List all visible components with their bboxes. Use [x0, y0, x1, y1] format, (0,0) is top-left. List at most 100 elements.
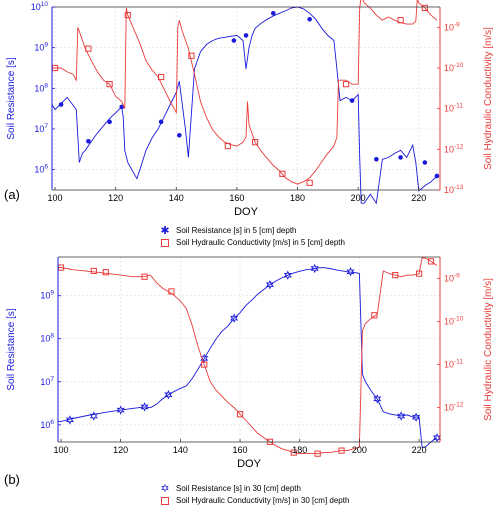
- left-y-tick-label: 106: [40, 419, 54, 430]
- legend-entry-resistance-30cm: ✡ Soil Resistance [s] in 30 [cm] depth: [160, 483, 349, 495]
- x-tick-label: 220: [411, 193, 426, 203]
- left-y-tick-label: 107: [40, 376, 54, 387]
- right-y-tick-label: 10-9: [444, 21, 460, 32]
- data-point-marker: [270, 10, 276, 16]
- data-point-marker: [65, 415, 75, 425]
- data-point-marker: [427, 258, 435, 265]
- data-point-marker: [306, 179, 313, 186]
- data-point-marker: [188, 52, 195, 59]
- data-point-marker: [310, 263, 319, 274]
- left-y-tick-label: 108: [40, 333, 54, 344]
- panel-b-label: (b): [4, 472, 20, 487]
- data-point-marker: [434, 173, 440, 179]
- left-y-tick-label: 107: [34, 123, 48, 134]
- data-point-marker: [85, 45, 92, 52]
- legend-entry-conductivity-30cm: Soil Hydraulic Conductivity [m/s] in 30 …: [160, 495, 349, 507]
- left-y-axis-label: Soil Resistance [s]: [6, 308, 17, 390]
- x-tick-label: 140: [169, 193, 184, 203]
- left-y-axis-label: Soil Resistance [s]: [6, 57, 17, 139]
- data-point-marker: [412, 412, 421, 422]
- x-tick-label: 120: [108, 193, 123, 203]
- legend-entry-conductivity-5cm: Soil Hydraulic Conductivity [m/s] in 5 […: [160, 237, 345, 249]
- legend-entry-resistance-5cm: ✱ Soil Resistance [s] in 5 [cm] depth: [160, 225, 345, 237]
- data-point-marker: [158, 119, 164, 125]
- data-point-marker: [349, 98, 355, 103]
- data-point-marker: [397, 17, 404, 24]
- series-line-resistance: [51, 6, 438, 205]
- left-y-tick-label: 1010: [31, 1, 49, 12]
- data-point-marker: [177, 132, 182, 138]
- data-point-marker: [283, 270, 292, 280]
- x-tick-label: 100: [48, 193, 63, 203]
- data-point-marker: [373, 394, 382, 404]
- data-point-marker: [107, 119, 112, 125]
- data-point-marker: [290, 449, 297, 456]
- x-tick-label: 100: [53, 445, 68, 455]
- data-point-marker: [106, 81, 113, 88]
- data-point-marker: [89, 411, 98, 421]
- left-y-tick-label: 106: [34, 164, 48, 175]
- square-marker-icon: [160, 496, 170, 506]
- x-axis-label: DOY: [237, 458, 262, 470]
- data-point-marker: [141, 273, 148, 280]
- right-y-tick-label: 10-12: [444, 402, 464, 413]
- right-y-tick-label: 10-10: [444, 62, 464, 73]
- data-point-marker: [58, 102, 64, 107]
- legend-label: Soil Resistance [s] in 30 [cm] depth: [176, 484, 301, 493]
- right-y-tick-label: 10-11: [444, 103, 463, 114]
- right-y-tick-label: 10-11: [444, 359, 463, 370]
- data-point-marker: [102, 269, 109, 276]
- x-tick-label: 220: [412, 445, 427, 455]
- data-point-marker: [243, 33, 249, 38]
- data-point-marker: [279, 170, 286, 177]
- panel-a-label: (a): [4, 187, 20, 202]
- data-point-marker: [342, 81, 350, 88]
- data-point-marker: [421, 4, 428, 12]
- legend-label: Soil Hydraulic Conductivity [m/s] in 30 …: [176, 496, 350, 505]
- data-point-marker: [86, 138, 91, 144]
- x-tick-label: 160: [229, 193, 244, 203]
- data-point-marker: [392, 272, 399, 279]
- left-y-tick-label: 109: [34, 42, 48, 53]
- data-point-marker: [236, 411, 244, 418]
- data-point-marker: [158, 73, 165, 81]
- data-point-marker: [398, 155, 403, 160]
- x-tick-label: 120: [113, 445, 128, 455]
- data-point-marker: [90, 267, 97, 275]
- panel-a-plot: 100 120 140 160 180 200 220 106 107 108 109 1010 10-…: [6, 0, 494, 218]
- x-tick-label: 160: [233, 445, 248, 455]
- right-y-axis-label: Soil Hydraulic Conductivity [m/s]: [483, 27, 494, 170]
- plot-area: [58, 257, 440, 442]
- data-point-marker: [164, 389, 173, 400]
- right-y-axis-label: Soil Hydraulic Conductivity [m/s]: [483, 278, 494, 421]
- data-point-marker: [338, 447, 345, 454]
- x-tick-label: 180: [292, 445, 307, 455]
- data-point-marker: [124, 11, 131, 19]
- data-point-marker: [201, 361, 208, 368]
- right-y-tick-label: 10-9: [444, 273, 460, 284]
- panel-b-legend: ✡ Soil Resistance [s] in 30 [cm] depth S…: [160, 483, 349, 507]
- data-point-marker: [314, 450, 321, 457]
- data-point-marker: [307, 16, 312, 22]
- left-y-tick-label: 108: [34, 82, 48, 93]
- x-tick-label: 200: [352, 445, 367, 455]
- data-point-marker: [265, 279, 274, 290]
- data-point-marker: [416, 270, 423, 277]
- x-axis-label: DOY: [234, 206, 259, 218]
- series-line-conductivity: [52, 0, 438, 185]
- left-y-tick-label: 109: [40, 290, 54, 301]
- data-point-marker: [422, 160, 428, 165]
- data-point-marker: [116, 405, 125, 415]
- x-tick-label: 180: [290, 193, 305, 203]
- panel-b-plot: 100 120 140 160 180 200 220 106 107 108 109 10-12 10…: [6, 256, 494, 470]
- data-point-marker: [231, 38, 237, 43]
- asterisk-marker-icon: ✱: [160, 225, 170, 237]
- legend-label: Soil Hydraulic Conductivity [m/s] in 5 […: [176, 238, 345, 247]
- legend-label: Soil Resistance [s] in 5 [cm] depth: [176, 226, 297, 235]
- right-y-tick-label: 10-12: [444, 143, 464, 154]
- panel-a-legend: ✱ Soil Resistance [s] in 5 [cm] depth So…: [160, 225, 345, 249]
- data-point-marker: [230, 313, 239, 323]
- data-point-marker: [224, 143, 231, 150]
- data-point-marker: [140, 402, 149, 412]
